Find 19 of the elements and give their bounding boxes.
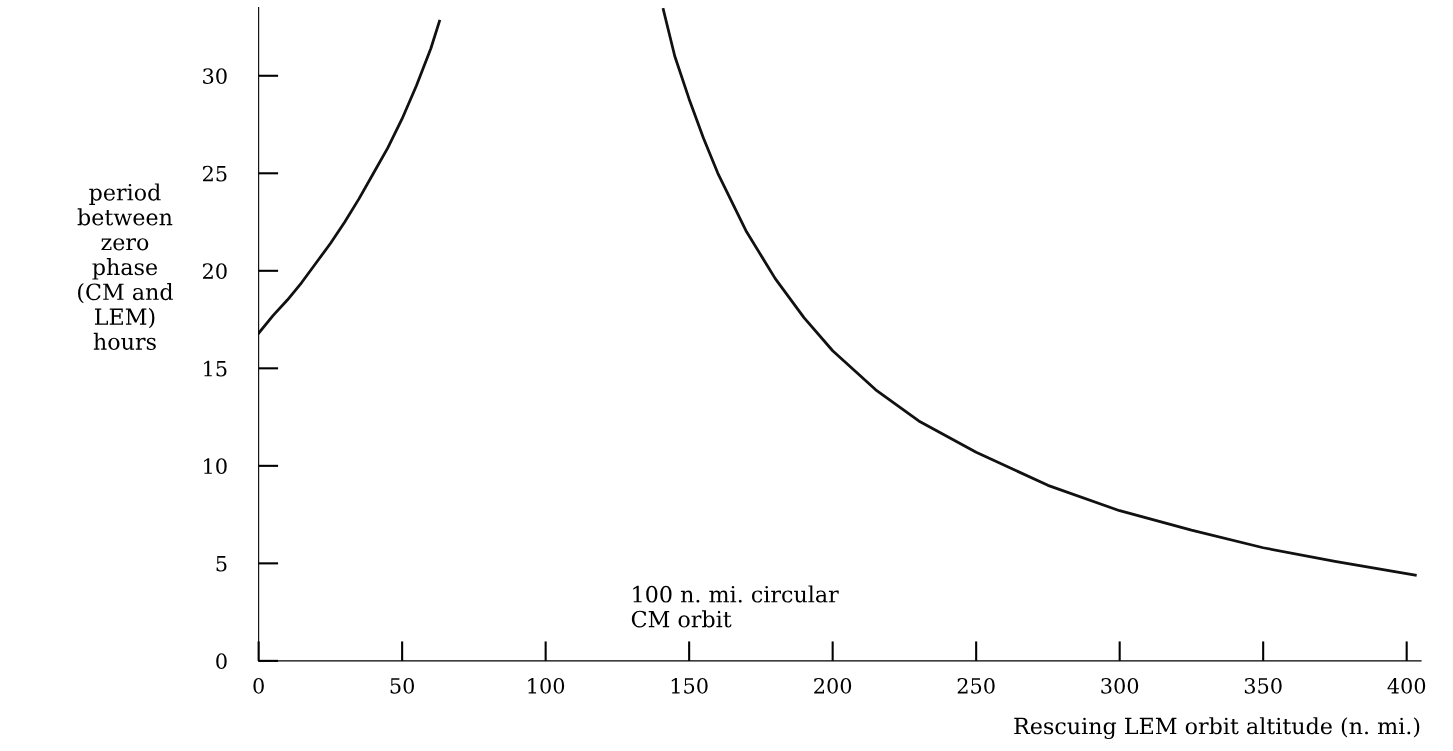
- x-axis-title: Rescuing LEM orbit altitude (n. mi.): [1014, 717, 1420, 739]
- annotation: 100 n. mi. circular CM orbit: [631, 585, 839, 628]
- x-tick-label: 250: [957, 677, 995, 694]
- y-tick-label: 0: [216, 653, 227, 670]
- x-tick-label: 200: [814, 677, 852, 694]
- x-tick-label: 50: [390, 677, 415, 694]
- x-tick-label: 0: [253, 677, 264, 694]
- x-tick-label: 100: [528, 677, 565, 694]
- y-tick-label: 10: [204, 458, 227, 475]
- x-tick-label: 350: [1244, 677, 1282, 694]
- y-tick-label: 5: [216, 556, 227, 572]
- y-tick-label: 15: [204, 360, 227, 377]
- y-tick-label: 25: [202, 165, 227, 182]
- y-tick-label: 20: [202, 263, 227, 280]
- x-tick-label: 400: [1387, 677, 1426, 694]
- y-tick-label: 30: [203, 68, 227, 84]
- y-axis-title: period between zero phase (CM and LEM) hours: [77, 183, 173, 350]
- x-tick-label: 300: [1101, 677, 1139, 694]
- x-tick-label: 150: [671, 677, 708, 694]
